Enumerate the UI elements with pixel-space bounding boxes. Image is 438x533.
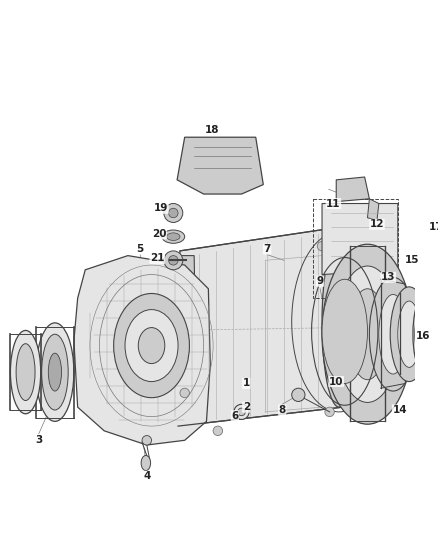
Text: 5: 5: [137, 244, 144, 254]
Ellipse shape: [167, 233, 180, 240]
Ellipse shape: [138, 328, 165, 364]
Ellipse shape: [48, 353, 62, 391]
Ellipse shape: [164, 251, 183, 270]
Ellipse shape: [415, 294, 438, 374]
Ellipse shape: [16, 344, 35, 400]
Polygon shape: [336, 177, 369, 201]
Text: 20: 20: [152, 229, 166, 239]
Ellipse shape: [335, 266, 400, 402]
Ellipse shape: [164, 204, 183, 222]
Ellipse shape: [169, 256, 178, 265]
Text: 3: 3: [35, 435, 42, 445]
Text: 7: 7: [263, 244, 271, 254]
Ellipse shape: [125, 310, 178, 382]
Ellipse shape: [113, 294, 189, 398]
Ellipse shape: [422, 311, 438, 358]
Text: 17: 17: [428, 222, 438, 232]
Polygon shape: [74, 256, 210, 445]
Text: 10: 10: [329, 377, 343, 386]
Ellipse shape: [379, 294, 407, 374]
Text: 14: 14: [392, 405, 407, 415]
Ellipse shape: [180, 388, 189, 398]
Ellipse shape: [330, 265, 349, 379]
Polygon shape: [322, 204, 398, 274]
Ellipse shape: [346, 379, 355, 388]
Ellipse shape: [398, 301, 420, 367]
Ellipse shape: [234, 405, 249, 419]
Ellipse shape: [162, 230, 185, 243]
Text: 9: 9: [317, 276, 324, 286]
Ellipse shape: [238, 408, 245, 416]
Ellipse shape: [369, 277, 417, 391]
Text: 19: 19: [154, 203, 168, 213]
Ellipse shape: [322, 237, 356, 407]
Text: 8: 8: [279, 405, 286, 415]
Ellipse shape: [292, 388, 305, 401]
Ellipse shape: [322, 244, 413, 424]
Ellipse shape: [169, 208, 178, 217]
Ellipse shape: [349, 289, 386, 379]
Ellipse shape: [42, 334, 68, 410]
Ellipse shape: [390, 287, 428, 382]
Ellipse shape: [142, 435, 152, 445]
Text: 16: 16: [416, 331, 431, 341]
Text: 11: 11: [326, 198, 341, 208]
Ellipse shape: [141, 456, 151, 471]
Text: 4: 4: [143, 471, 151, 481]
Ellipse shape: [322, 279, 367, 383]
Polygon shape: [178, 227, 343, 426]
Ellipse shape: [36, 323, 74, 422]
Text: 1: 1: [243, 378, 250, 389]
Text: 2: 2: [243, 402, 250, 412]
Ellipse shape: [213, 426, 223, 435]
Text: 12: 12: [370, 220, 384, 229]
Polygon shape: [367, 199, 379, 221]
Ellipse shape: [325, 407, 334, 417]
Text: 6: 6: [231, 410, 239, 421]
Bar: [313, 199, 398, 298]
Ellipse shape: [339, 265, 349, 274]
Text: 15: 15: [405, 255, 419, 265]
Text: 18: 18: [205, 125, 219, 135]
Ellipse shape: [317, 241, 327, 251]
Polygon shape: [177, 137, 263, 194]
Text: 21: 21: [150, 254, 165, 263]
Ellipse shape: [325, 358, 338, 371]
Text: 13: 13: [381, 272, 396, 282]
Ellipse shape: [11, 330, 41, 414]
Polygon shape: [178, 256, 197, 426]
Ellipse shape: [328, 361, 335, 368]
